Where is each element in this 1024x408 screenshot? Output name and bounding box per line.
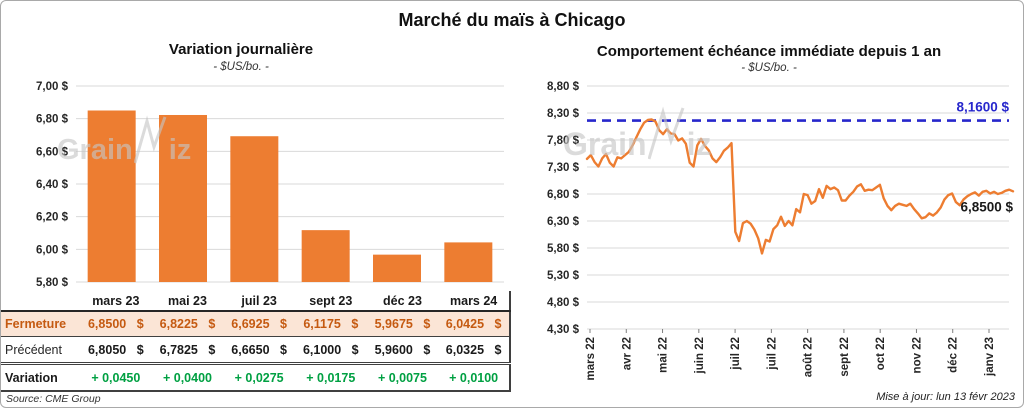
y-tick-label: 6,60 $ <box>36 146 69 158</box>
previous-value: 6,8050 $ <box>80 336 152 365</box>
variation-value: + 0,0075 <box>366 363 439 392</box>
y-tick-label: 6,20 $ <box>36 212 69 224</box>
bar <box>159 114 207 282</box>
y-tick-label: 5,30 $ <box>547 270 580 282</box>
month-header: juil 23 <box>223 291 295 312</box>
bar <box>87 110 136 282</box>
month-header: mars 24 <box>438 291 510 312</box>
y-tick-label: 4,30 $ <box>547 324 580 336</box>
y-tick-label: 6,30 $ <box>547 216 580 228</box>
y-tick-label: 6,80 $ <box>36 114 69 126</box>
x-tick-label: août 22 <box>803 337 815 377</box>
front-month-line-chart: 8,80 $ 8,30 $ 7,80 $ 7,30 $ 6,80 $ 6,30 $ 5,80… <box>547 81 1015 380</box>
update-note: Mise à jour: lun 13 févr 2023 <box>876 391 1015 403</box>
month-header: déc 23 <box>366 291 439 312</box>
x-tick-label: juil 22 <box>730 337 742 371</box>
close-value: 5,9675 $ <box>366 311 439 337</box>
month-header: mai 23 <box>151 291 224 312</box>
x-tick-label: sept 22 <box>839 337 851 377</box>
month-header: sept 23 <box>294 291 367 312</box>
reference-line-label: 8,1600 $ <box>956 100 1009 115</box>
row-label: Fermeture <box>1 311 80 337</box>
daily-variation-bar-chart: 7,00 $ 6,80 $ 6,60 $ 6,40 $ 6,20 $ 6,00 $ 5,80… <box>36 81 504 289</box>
previous-value: 6,0325 $ <box>438 336 510 365</box>
x-tick-label: nov 22 <box>911 337 923 373</box>
y-tick-label: 6,00 $ <box>36 244 69 256</box>
y-tick-label: 5,80 $ <box>36 277 69 289</box>
row-label: Précédent <box>1 336 80 365</box>
x-tick-label: avr 22 <box>621 337 633 370</box>
line-chart-title: Comportement échéance immédiate depuis 1… <box>596 43 942 60</box>
previous-value: 6,7825 $ <box>151 336 224 365</box>
x-tick-label: mars 22 <box>585 337 597 380</box>
previous-value: 5,9600 $ <box>366 336 439 365</box>
close-value: 6,1175 $ <box>294 311 367 337</box>
y-tick-label: 8,30 $ <box>547 108 580 120</box>
y-tick-label: 7,30 $ <box>547 162 580 174</box>
close-value: 6,8500 $ <box>80 311 152 337</box>
last-price-label: 6,8500 $ <box>960 199 1013 214</box>
row-label: Variation <box>1 363 80 392</box>
close-value: 6,0425 $ <box>438 311 510 337</box>
close-value: 6,6925 $ <box>223 311 295 337</box>
close-value: 6,8225 $ <box>151 311 224 337</box>
y-tick-label: 8,80 $ <box>547 81 580 93</box>
x-tick-label: juin 22 <box>694 337 706 374</box>
x-tick-label: mai 22 <box>658 337 670 373</box>
variation-value: + 0,0100 <box>438 363 510 392</box>
source-note: Source: CME Group <box>6 393 101 405</box>
page-title: Marché du maïs à Chicago <box>398 10 626 30</box>
table-row-precedent: Précédent 6,8050 $ 6,7825 $ 6,6650 $ 6,1… <box>1 336 510 365</box>
x-tick-label: janv 23 <box>984 337 996 377</box>
x-tick-label: juil 22 <box>766 337 778 371</box>
y-tick-label: 7,00 $ <box>36 81 69 93</box>
variation-value: + 0,0175 <box>294 363 367 392</box>
variation-value: + 0,0400 <box>151 363 224 392</box>
bar <box>444 242 493 282</box>
y-tick-label: 6,40 $ <box>36 179 69 191</box>
y-tick-label: 5,80 $ <box>547 243 580 255</box>
variation-value: + 0,0450 <box>80 363 152 392</box>
quotes-table: mars 23 mai 23 juil 23 sept 23 déc 23 ma… <box>1 291 511 392</box>
variation-value: + 0,0275 <box>223 363 295 392</box>
month-header: mars 23 <box>80 291 152 312</box>
table-row-fermeture: Fermeture 6,8500 $ 6,8225 $ 6,6925 $ 6,1… <box>1 311 510 337</box>
bar <box>301 230 350 282</box>
bar-chart-subtitle: - $US/bo. - <box>213 61 269 73</box>
x-tick-label: oct 22 <box>875 337 887 370</box>
bar <box>230 136 279 282</box>
y-tick-label: 6,80 $ <box>547 189 580 201</box>
x-tick-label: déc 22 <box>948 337 960 373</box>
bar-chart-title: Variation journalière <box>168 41 314 58</box>
bar <box>373 254 421 282</box>
table-header-row: mars 23 mai 23 juil 23 sept 23 déc 23 ma… <box>1 291 510 312</box>
corner-cell <box>1 291 80 312</box>
table-row-variation: Variation + 0,0450 + 0,0400 + 0,0275 + 0… <box>1 363 510 392</box>
line-chart-subtitle: - $US/bo. - <box>741 62 797 74</box>
y-tick-label: 7,80 $ <box>547 135 580 147</box>
previous-value: 6,1000 $ <box>294 336 367 365</box>
y-tick-label: 4,80 $ <box>547 297 580 309</box>
previous-value: 6,6650 $ <box>223 336 295 365</box>
